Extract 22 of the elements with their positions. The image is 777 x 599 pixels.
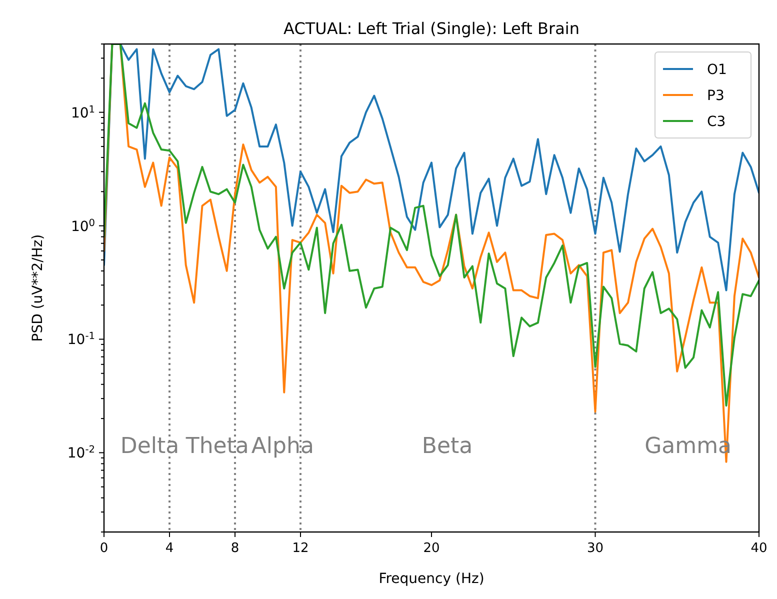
annotation: Delta [120, 434, 180, 459]
legend-label: C3 [707, 114, 726, 130]
y-tick-label: 10$^{0}$ [70, 217, 95, 235]
y-tick-label: 10$^{1}$ [70, 104, 95, 122]
legend-label: O1 [707, 62, 727, 78]
y-tick-label: 10$^{-2}$ [67, 444, 95, 462]
x-tick-label: 30 [586, 541, 604, 556]
x-tick-label: 0 [100, 541, 108, 556]
y-axis-title: PSD (uV**2/Hz) [30, 234, 46, 342]
chart-title: ACTUAL: Left Trial (Single): Left Brain [284, 19, 580, 38]
annotation: Theta [184, 434, 249, 459]
x-tick-label: 4 [165, 541, 174, 556]
legend-label: P3 [707, 88, 724, 104]
x-axis-title: Frequency (Hz) [378, 571, 484, 587]
line-series [104, 44, 759, 292]
annotation: Beta [422, 434, 473, 459]
x-tick-label: 40 [750, 541, 768, 556]
annotation: Alpha [251, 434, 314, 459]
x-tick-label: 8 [230, 541, 240, 556]
x-tick-label: 12 [292, 541, 309, 556]
y-tick-label: 10$^{-1}$ [67, 330, 95, 348]
x-tick-label: 20 [423, 541, 440, 556]
